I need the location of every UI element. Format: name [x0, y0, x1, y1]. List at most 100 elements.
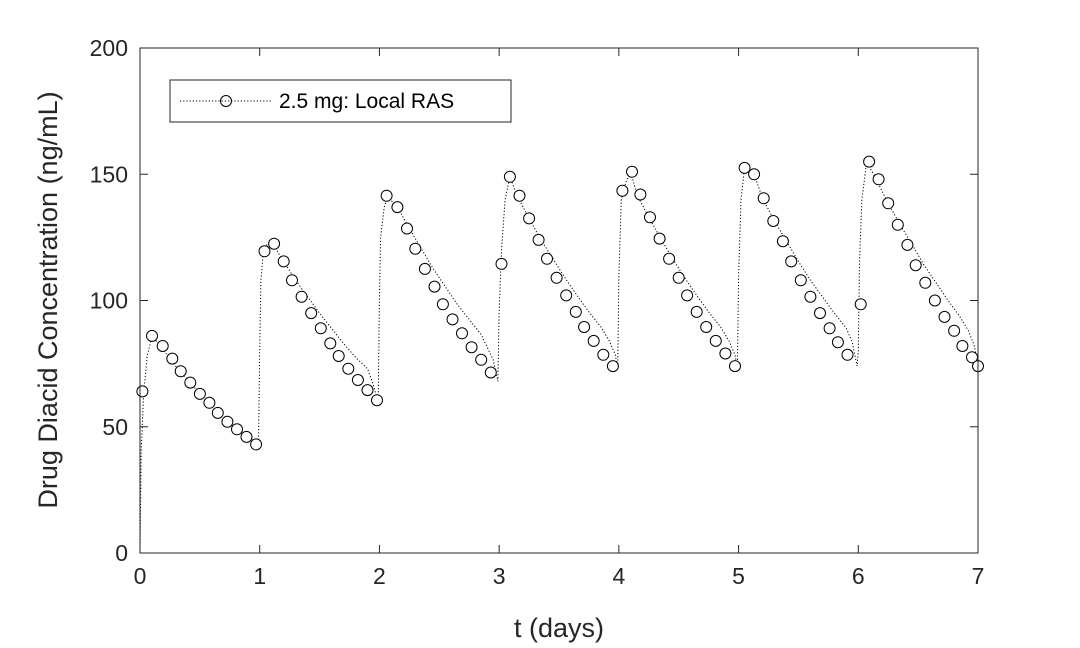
ticks: 0 1 2 3 4 5 6 7 0 50 100 150 200	[90, 35, 985, 589]
data-point	[174, 365, 187, 378]
data-point	[823, 322, 836, 335]
data-point	[550, 271, 563, 284]
data-point	[891, 218, 904, 231]
data-point	[541, 252, 553, 265]
data-point	[663, 252, 676, 265]
data-point	[729, 360, 741, 373]
data-point	[314, 322, 327, 335]
data-point	[719, 347, 732, 360]
data-point	[794, 274, 807, 287]
data-point	[418, 262, 431, 275]
legend-marker-sample	[220, 95, 232, 107]
x-tick-label: 2	[373, 563, 386, 589]
x-tick-label: 5	[732, 563, 745, 589]
legend-box	[169, 79, 512, 123]
data-point	[882, 197, 895, 210]
x-tick-label: 4	[612, 563, 625, 589]
data-point	[409, 242, 422, 255]
data-point	[653, 232, 666, 245]
data-point	[156, 340, 169, 352]
data-point	[919, 276, 932, 289]
data-point	[446, 313, 459, 326]
y-tick-label: 200	[90, 35, 128, 61]
data-point	[428, 280, 441, 293]
data-point	[475, 353, 488, 366]
data-point	[634, 188, 647, 201]
data-point	[250, 438, 263, 451]
data-point	[748, 168, 761, 181]
data-point	[401, 222, 413, 235]
data-point	[332, 350, 345, 362]
data-point	[495, 257, 508, 270]
data-point	[342, 362, 355, 375]
x-tick-label: 3	[493, 563, 506, 589]
data-point	[351, 374, 364, 386]
data-point	[681, 289, 694, 302]
data-point	[484, 366, 497, 379]
data-point	[700, 321, 713, 333]
plot-area	[140, 48, 978, 553]
x-tick-label: 7	[972, 563, 985, 589]
data-point	[901, 238, 914, 251]
x-axis-title: t (days)	[514, 613, 604, 643]
data-point	[391, 201, 404, 214]
data-point	[136, 385, 149, 398]
series-line	[139, 159, 979, 554]
x-tick-label: 0	[134, 563, 147, 589]
data-point	[690, 305, 703, 318]
y-tick-label: 100	[90, 288, 128, 314]
data-point	[948, 324, 961, 337]
data-point	[804, 290, 817, 303]
data-point	[841, 348, 854, 361]
data-point	[146, 329, 158, 342]
data-point	[767, 215, 780, 227]
data-point	[203, 396, 216, 409]
data-point	[909, 259, 922, 272]
data-point	[193, 387, 206, 400]
data-point	[295, 290, 308, 303]
data-point	[456, 327, 468, 340]
data-point	[436, 298, 449, 311]
data-point	[831, 336, 844, 349]
data-point	[626, 165, 638, 178]
data-point	[211, 406, 224, 419]
data-point	[305, 307, 318, 320]
data-point	[560, 289, 573, 302]
x-tick-label: 6	[852, 563, 865, 589]
data-point	[268, 237, 281, 250]
data-point	[854, 298, 867, 311]
data-point	[523, 212, 536, 225]
data-point	[644, 211, 656, 224]
data-point	[258, 245, 271, 258]
y-tick-label: 150	[90, 161, 128, 187]
data-point	[465, 341, 478, 354]
legend-label: 2.5 mg: Local RAS	[279, 90, 454, 113]
data-point	[616, 184, 629, 197]
data-point	[503, 170, 516, 183]
x-tick-label: 1	[253, 563, 266, 589]
y-tick-label: 0	[115, 540, 128, 566]
data-point	[928, 294, 941, 307]
data-point	[240, 430, 253, 443]
data-point	[184, 376, 197, 389]
data-point	[776, 235, 789, 248]
data-point	[221, 415, 234, 428]
legend: 2.5 mg: Local RAS	[169, 79, 512, 123]
data-point	[956, 340, 969, 352]
data-point	[863, 155, 876, 168]
data-point	[785, 255, 798, 268]
data-point	[938, 310, 951, 323]
data-point	[709, 334, 722, 347]
data-point	[380, 189, 393, 202]
data-point	[324, 337, 337, 350]
data-point	[513, 189, 526, 202]
y-tick-label: 50	[102, 414, 128, 440]
data-point	[606, 360, 619, 373]
data-point	[757, 192, 770, 205]
data-layer	[136, 155, 984, 554]
y-axis-title: Drug Diacid Concentration (ng/mL)	[33, 91, 63, 508]
data-point	[371, 394, 383, 407]
data-point	[814, 307, 826, 320]
data-point	[872, 173, 885, 186]
